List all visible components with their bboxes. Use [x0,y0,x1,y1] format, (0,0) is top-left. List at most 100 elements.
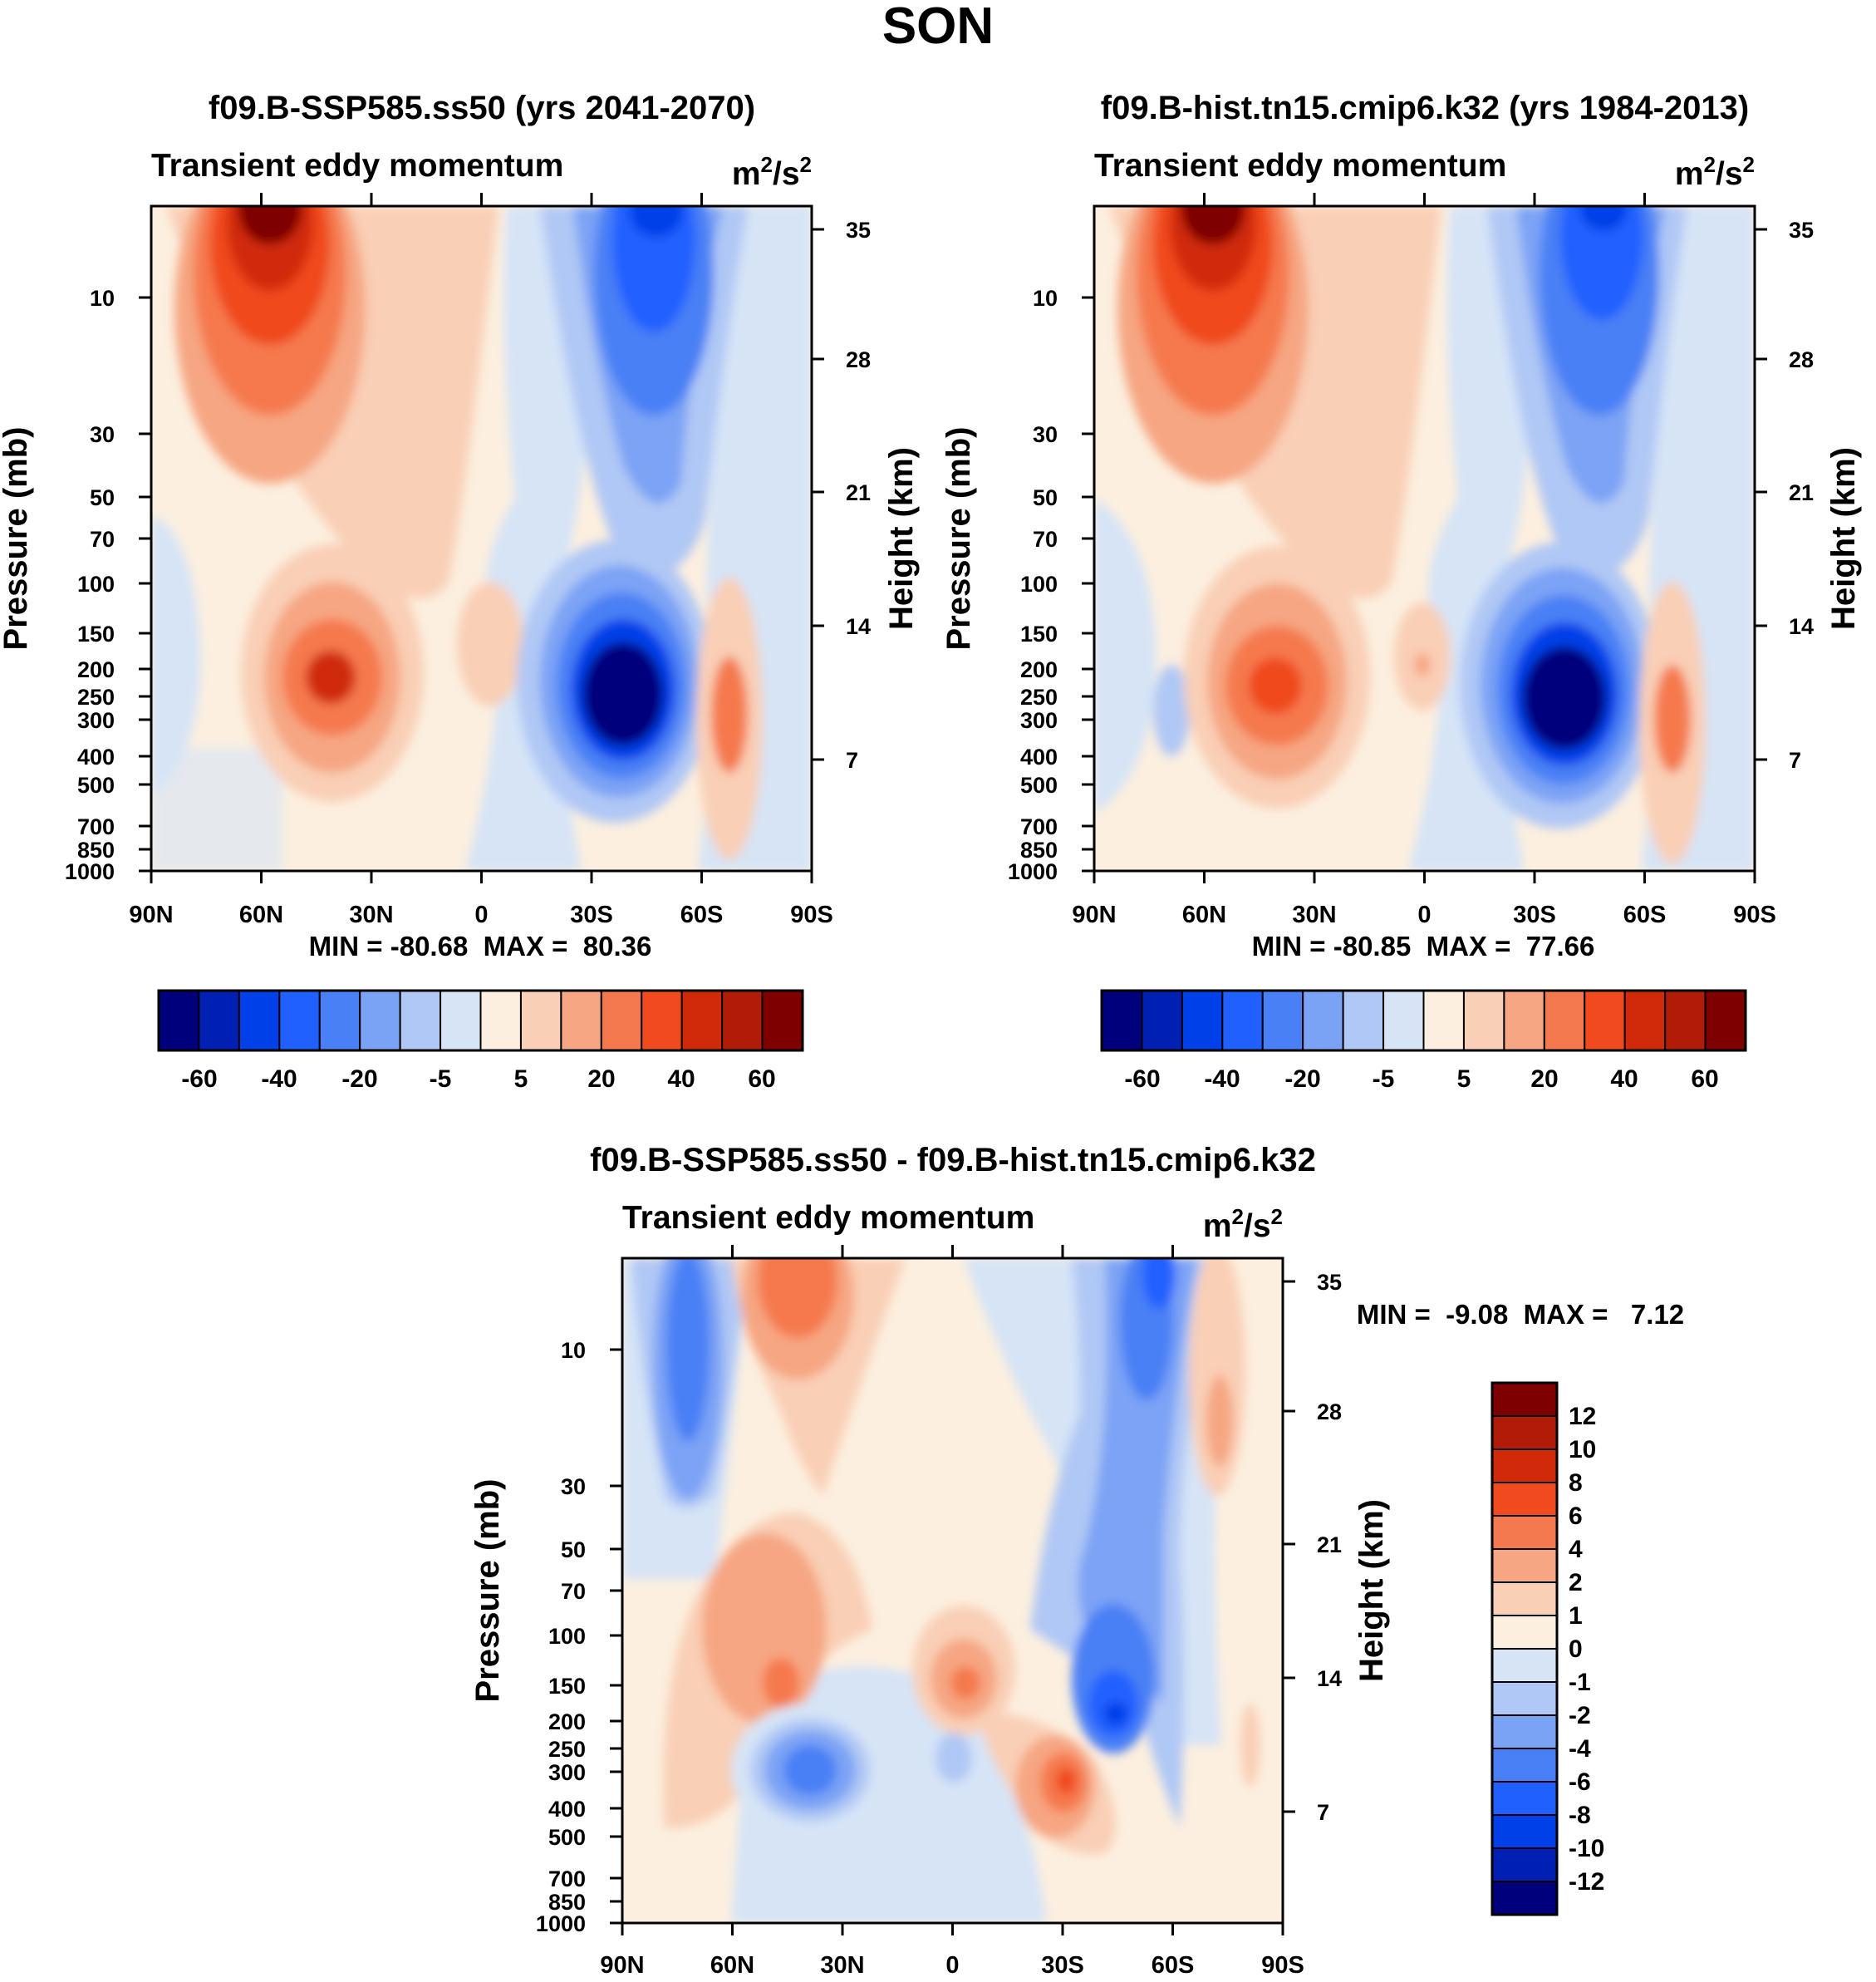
y-tick-label: 250 [77,685,115,710]
y-tick-label: 400 [548,1797,586,1822]
contour-region [1523,647,1606,750]
colorbar-swatch [359,990,401,1051]
y-tick-label: 500 [1020,773,1058,798]
colorbar-label: -12 [1569,1868,1604,1896]
x-tick-label: 60N [1182,902,1226,928]
y-tick-label: 250 [548,1737,586,1762]
colorbar-swatch [1584,990,1626,1051]
y2-axis-title: Height (km) [883,447,920,630]
y2-tick-label: 35 [846,218,871,243]
y2-tick-label: 35 [1317,1270,1342,1295]
colorbar-swatch [680,990,724,1051]
y2-tick-label: 14 [1317,1666,1342,1691]
y-tick-label: 400 [1020,745,1058,770]
contour-region [1560,206,1643,320]
colorbar-swatch [1382,990,1425,1051]
x-tick-label: 0 [945,1952,959,1979]
y-tick-label: 1000 [65,859,115,884]
y-tick-label: 70 [561,1579,586,1604]
contour-region [1181,206,1245,244]
x-tick-label: 30S [1513,902,1556,928]
x-tick-label: 90S [1733,902,1776,928]
height-axis: 35 28 21 14 7 Height (km) [1755,218,1862,773]
colorbar-swatch [1462,990,1505,1051]
y-tick-label: 700 [1020,814,1058,839]
colorbar-swatch [1491,1415,1558,1450]
colorbar-swatch [1503,990,1545,1051]
colorbar-swatch [1422,990,1465,1051]
colorbar-swatch [158,990,200,1051]
contour-region [763,1658,799,1708]
colorbar-swatch [1302,990,1344,1051]
colorbar-swatch [600,990,643,1051]
pressure-axis: 10 30 50 70 100 150 200 250 300 400 500 … [469,1338,622,1936]
height-axis: 35 28 21 14 7 Height (km) [812,218,920,773]
y2-axis-title: Height (km) [1825,447,1862,630]
colorbar-label: 6 [1569,1502,1583,1530]
colorbar-swatch [1101,990,1143,1051]
colorbar-label: 12 [1569,1403,1596,1430]
colorbar-swatch [1491,1847,1558,1882]
contour-region [457,582,523,706]
y2-tick-label: 28 [1789,347,1814,372]
y-tick-label: 850 [1020,838,1058,863]
y2-axis-title: Height (km) [1353,1499,1390,1682]
panel-historical: f09.B-hist.tn15.cmip6.k32 (yrs 1984-2013… [940,90,1862,1093]
units-text: m2/s2 [732,152,812,192]
y-tick-label: 30 [90,422,115,447]
y-tick-label: 300 [1020,708,1058,733]
x-tick-label: 60S [1623,902,1667,928]
y-tick-label: 100 [77,572,115,597]
colorbar-label: -1 [1569,1669,1591,1696]
y-tick-label: 10 [1033,286,1058,311]
units-text: m2/s2 [1675,152,1755,192]
colorbar-frame [157,989,804,1052]
y-tick-label: 850 [548,1890,586,1915]
colorbar-swatch [440,990,482,1051]
x-tick-label: 90N [129,902,173,928]
y-tick-label: 1000 [1008,859,1058,884]
y-tick-label: 250 [1020,685,1058,710]
colorbar-label: 8 [1569,1469,1583,1497]
colorbar-label: 60 [1691,1065,1718,1093]
colorbar-swatch [1491,1748,1558,1783]
y-tick-label: 500 [77,773,115,798]
y-tick-label: 300 [77,708,115,733]
field-label: Transient eddy momentum [151,148,563,184]
y-tick-label: 700 [548,1866,586,1891]
colorbar-label: -20 [1284,1065,1320,1093]
colorbar-swatch [318,990,361,1051]
colorbar-swatch [1491,1714,1558,1749]
contour-region [783,1745,837,1795]
colorbar-label: 1 [1569,1602,1583,1630]
colorbar-label: -60 [1124,1065,1160,1093]
x-tick-label: 90N [1072,902,1116,928]
field-label: Transient eddy momentum [1094,148,1506,184]
y-tick-label: 150 [548,1674,586,1699]
y-tick-label: 850 [77,838,115,863]
contour-region [1142,1258,1176,1309]
panel-difference: f09.B-SSP585.ss50 - f09.B-hist.tn15.cmip… [469,1142,1684,1979]
colorbar-swatch [238,990,281,1051]
units-label: m2/s2 [732,152,812,192]
colorbar-swatch [560,990,602,1051]
contour-region [151,748,282,871]
contour-region [1153,665,1190,756]
x-tick-label: 90S [790,902,833,928]
contour-region [612,206,695,332]
colorbar-label: 20 [1530,1065,1558,1093]
x-tick-label: 90S [1261,1952,1304,1979]
colorbar-swatch [1141,990,1183,1051]
colorbar-label: -20 [341,1065,377,1093]
colorbar-swatch [761,990,803,1051]
colorbar-swatch [721,990,764,1051]
colorbar-swatch [198,990,240,1051]
x-tick-label: 30S [1041,1952,1084,1979]
y2-tick-label: 28 [1317,1399,1342,1424]
colorbar-swatch [1491,1615,1558,1650]
y-axis-title: Pressure (mb) [940,427,977,651]
contour-region [1104,1702,1127,1725]
y-tick-label: 200 [77,657,115,682]
contour-region [1056,1768,1076,1794]
colorbar-swatches [1100,989,1747,1052]
